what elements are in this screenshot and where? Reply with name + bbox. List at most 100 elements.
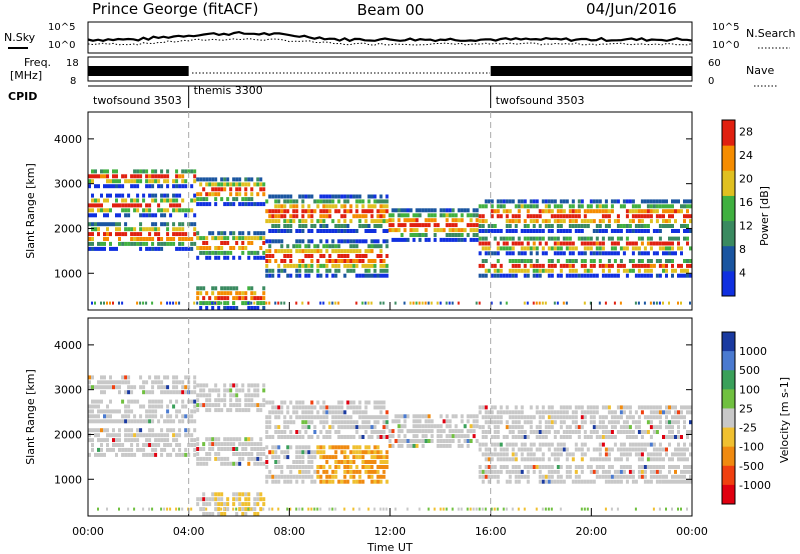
- velocity-cell: [142, 380, 146, 385]
- power-cell: [283, 224, 287, 228]
- power-cell: [607, 236, 611, 241]
- velocity-cell: [559, 420, 563, 425]
- velocity-cell: [268, 420, 272, 425]
- power-cell: [658, 259, 662, 263]
- power-cell: [205, 291, 209, 296]
- velocity-cell: [592, 410, 596, 415]
- velocity-cell: [478, 507, 481, 511]
- power-cell: [181, 241, 185, 246]
- velocity-cell: [637, 465, 641, 469]
- velocity-cell: [424, 414, 428, 419]
- power-cell: [544, 219, 548, 224]
- power-cell: [665, 219, 668, 224]
- power-cell: [559, 224, 563, 228]
- velocity-cell: [367, 445, 371, 450]
- power-cell: [289, 204, 293, 209]
- velocity-cell: [680, 405, 683, 410]
- velocity-cell: [160, 447, 164, 452]
- power-cell: [668, 251, 671, 256]
- velocity-cell: [286, 450, 290, 455]
- velocity-cell: [505, 457, 509, 462]
- power-cell: [148, 227, 152, 232]
- velocity-cell: [367, 400, 371, 405]
- power-cell: [544, 241, 548, 246]
- power-cell: [610, 209, 614, 214]
- velocity-cell: [319, 445, 323, 450]
- velocity-cell: [133, 507, 136, 511]
- power-cell: [88, 213, 91, 218]
- power-cell: [166, 198, 170, 203]
- velocity-cell: [415, 443, 419, 448]
- velocity-cell: [220, 492, 224, 497]
- power-cell: [352, 249, 356, 254]
- velocity-cell: [689, 420, 692, 425]
- velocity-cell: [511, 452, 515, 457]
- power-cell: [214, 236, 218, 241]
- velocity-cell: [553, 415, 557, 420]
- power-cell: [277, 229, 281, 233]
- power-cell: [592, 251, 596, 256]
- velocity-cell: [220, 408, 224, 413]
- velocity-cell: [622, 447, 626, 452]
- velocity-cell: [244, 507, 248, 512]
- power-cell: [430, 218, 434, 223]
- velocity-cell: [568, 415, 572, 420]
- velocity-cell: [466, 414, 470, 419]
- power-cell: [106, 301, 108, 305]
- velocity-cell: [451, 414, 455, 419]
- velocity-cell: [247, 398, 251, 403]
- velocity-cell: [346, 465, 350, 469]
- velocity-cell: [166, 507, 169, 511]
- power-cell: [166, 222, 170, 227]
- power-cell: [677, 301, 679, 305]
- velocity-cell: [487, 465, 491, 469]
- power-cell: [217, 236, 221, 241]
- velocity-cell: [677, 465, 680, 469]
- power-cell: [475, 228, 479, 233]
- velocity-cell: [268, 425, 272, 430]
- velocity-cell: [178, 419, 182, 424]
- power-cell: [91, 222, 94, 227]
- velocity-cell: [388, 429, 392, 434]
- velocity-cell: [665, 507, 667, 511]
- power-cell: [103, 208, 106, 213]
- velocity-cell: [238, 403, 242, 408]
- velocity-cell: [523, 415, 527, 420]
- velocity-cell: [385, 465, 389, 469]
- power-cell: [97, 241, 100, 246]
- velocity-cell: [316, 450, 320, 455]
- velocity-cell: [166, 414, 170, 419]
- power-cell: [385, 268, 389, 273]
- velocity-cell: [277, 455, 281, 460]
- velocity-cell: [346, 469, 350, 474]
- power-cell: [481, 224, 485, 228]
- power-cell: [136, 184, 140, 189]
- power-cell: [514, 268, 518, 273]
- power-cell: [160, 213, 164, 218]
- power-cell: [523, 273, 527, 278]
- power-cell: [358, 239, 362, 244]
- velocity-cell: [346, 445, 350, 450]
- power-cell: [190, 208, 194, 213]
- velocity-cell: [217, 507, 221, 512]
- power-cell: [325, 249, 329, 254]
- velocity-cell: [406, 443, 410, 448]
- velocity-cell: [196, 393, 200, 398]
- power-cell: [595, 229, 599, 233]
- power-cell: [241, 231, 245, 236]
- velocity-cell: [184, 385, 188, 390]
- velocity-cell: [634, 507, 637, 511]
- velocity-cell: [598, 452, 602, 457]
- velocity-cell: [505, 435, 509, 439]
- velocity-cell: [283, 450, 287, 455]
- velocity-cell: [202, 447, 206, 451]
- power-cell: [490, 229, 494, 233]
- power-cell: [226, 296, 230, 301]
- velocity-cell: [121, 375, 125, 380]
- power-cell: [346, 254, 350, 258]
- velocity-cell: [244, 502, 248, 507]
- power-cell: [382, 263, 386, 268]
- power-cell: [331, 263, 335, 268]
- velocity-cell: [388, 434, 392, 439]
- power-cell: [637, 301, 640, 305]
